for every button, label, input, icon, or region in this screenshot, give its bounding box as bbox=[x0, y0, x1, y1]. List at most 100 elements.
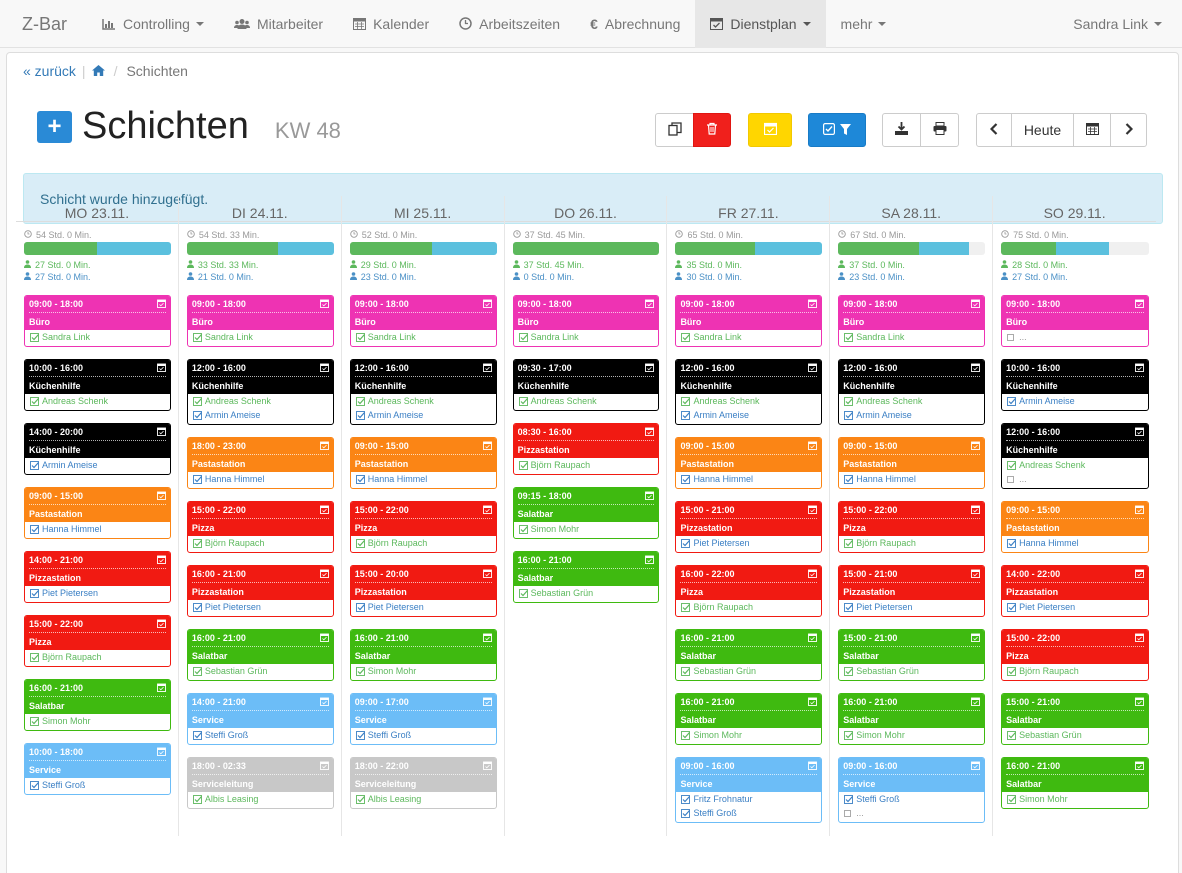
calendar-check-icon[interactable] bbox=[156, 683, 166, 694]
shift-card[interactable]: 15:00 - 22:00 Pizza Björn Raupach bbox=[838, 501, 986, 553]
day-header[interactable]: DI 24.11. bbox=[178, 196, 341, 222]
calendar-check-icon[interactable] bbox=[971, 697, 981, 708]
shift-employee[interactable]: Andreas Schenk bbox=[514, 394, 659, 410]
calendar-check-icon[interactable] bbox=[482, 697, 492, 708]
calendar-check-icon[interactable] bbox=[156, 619, 166, 630]
calendar-check-icon[interactable] bbox=[645, 363, 655, 374]
shift-card[interactable]: 09:00 - 15:00 Pastastation Hanna Himmel bbox=[1001, 501, 1150, 553]
shift-employee[interactable]: Hanna Himmel bbox=[188, 472, 333, 488]
calendar-check-icon[interactable] bbox=[482, 569, 492, 580]
calendar-check-icon[interactable] bbox=[1135, 505, 1144, 516]
nav-mitarbeiter[interactable]: Mitarbeiter bbox=[219, 0, 338, 48]
shift-card[interactable]: 09:00 - 17:00 Service Steffi Groß bbox=[349, 693, 497, 745]
calendar-check-icon[interactable] bbox=[319, 569, 329, 580]
shift-card[interactable]: 12:00 - 16:00 Küchenhilfe Andreas Schenk Ar… bbox=[349, 359, 497, 425]
shift-card[interactable]: 15:00 - 22:00 Pizza Björn Raupach bbox=[24, 615, 171, 667]
shift-card[interactable]: 15:00 - 20:00 Pizzastation Piet Pietersen bbox=[349, 565, 497, 617]
shift-employee[interactable]: Björn Raupach bbox=[676, 600, 821, 616]
shift-employee[interactable]: Simon Mohr bbox=[351, 664, 496, 680]
calendar-check-icon[interactable] bbox=[971, 299, 981, 310]
shift-card[interactable]: 09:00 - 15:00 Pastastation Hanna Himmel bbox=[675, 437, 823, 489]
calendar-check-icon[interactable] bbox=[971, 505, 981, 516]
calendar-check-icon[interactable] bbox=[482, 505, 492, 516]
calendar-check-icon[interactable] bbox=[319, 697, 329, 708]
shift-employee[interactable]: Andreas Schenk bbox=[676, 394, 821, 408]
shift-employee[interactable]: Björn Raupach bbox=[25, 650, 170, 666]
shift-employee[interactable]: Sandra Link bbox=[514, 330, 659, 346]
add-shift-button[interactable]: + bbox=[37, 110, 72, 143]
calendar-check-icon[interactable] bbox=[156, 555, 166, 566]
shift-card[interactable]: 09:00 - 18:00 Büro Sandra Link bbox=[838, 295, 986, 347]
shift-employee[interactable]: Albis Leasing bbox=[351, 792, 496, 808]
calendar-check-icon[interactable] bbox=[319, 299, 329, 310]
shift-employee[interactable]: Sebastian Grün bbox=[676, 664, 821, 680]
calendar-check-icon[interactable] bbox=[482, 761, 492, 772]
shift-card[interactable]: 08:30 - 16:00 Pizzastation Björn Raupach bbox=[512, 423, 660, 475]
calendar-check-icon[interactable] bbox=[319, 505, 329, 516]
shift-card[interactable]: 09:00 - 15:00 Pastastation Hanna Himmel bbox=[24, 487, 171, 539]
shift-card[interactable]: 16:00 - 21:00 Salatbar Simon Mohr bbox=[1001, 757, 1150, 809]
shift-employee[interactable]: Andreas Schenk bbox=[25, 394, 170, 410]
shift-employee[interactable]: Sebastian Grün bbox=[839, 664, 984, 680]
today-button[interactable]: Heute bbox=[1011, 113, 1074, 147]
calendar-check-icon[interactable] bbox=[808, 633, 818, 644]
shift-card[interactable]: 14:00 - 21:00 Pizzastation Piet Pietersen bbox=[24, 551, 171, 603]
shift-employee[interactable]: Sandra Link bbox=[839, 330, 984, 346]
shift-employee[interactable]: Hanna Himmel bbox=[1002, 536, 1148, 552]
shift-card[interactable]: 09:00 - 18:00 Büro Sandra Link bbox=[24, 295, 171, 347]
shift-employee[interactable]: Simon Mohr bbox=[1002, 792, 1148, 808]
shift-employee[interactable]: Andreas Schenk bbox=[839, 394, 984, 408]
calendar-check-icon[interactable] bbox=[971, 761, 981, 772]
calendar-check-icon[interactable] bbox=[808, 761, 818, 772]
shift-card[interactable]: 14:00 - 21:00 Service Steffi Groß bbox=[186, 693, 334, 745]
shift-employee[interactable]: Steffi Groß bbox=[25, 778, 170, 794]
calendar-check-icon[interactable] bbox=[319, 761, 329, 772]
shift-employee[interactable]: Piet Pietersen bbox=[25, 586, 170, 602]
shift-card[interactable]: 14:00 - 20:00 Küchenhilfe Armin Ameise bbox=[24, 423, 171, 475]
calendar-check-icon[interactable] bbox=[645, 427, 655, 438]
calendar-check-icon[interactable] bbox=[319, 363, 329, 374]
nav-arbeitszeiten[interactable]: Arbeitszeiten bbox=[444, 0, 575, 48]
shift-employee[interactable]: Sandra Link bbox=[25, 330, 170, 346]
shift-employee[interactable]: Sandra Link bbox=[676, 330, 821, 346]
brand-logo[interactable]: Z-Bar bbox=[22, 13, 67, 34]
shift-card[interactable]: 09:15 - 18:00 Salatbar Simon Mohr bbox=[512, 487, 660, 539]
calendar-check-icon[interactable] bbox=[1135, 569, 1144, 580]
shift-card[interactable]: 15:00 - 22:00 Pizza Björn Raupach bbox=[349, 501, 497, 553]
day-header[interactable]: FR 27.11. bbox=[667, 196, 830, 222]
shift-employee[interactable]: Steffi Groß bbox=[351, 728, 496, 744]
shift-card[interactable]: 15:00 - 21:00 Salatbar Sebastian Grün bbox=[838, 629, 986, 681]
shift-employee[interactable]: Björn Raupach bbox=[1002, 664, 1148, 680]
shift-employee[interactable]: Fritz Frohnatur bbox=[676, 792, 821, 806]
shift-employee[interactable]: Björn Raupach bbox=[351, 536, 496, 552]
shift-employee[interactable]: Piet Pietersen bbox=[188, 600, 333, 616]
shift-employee[interactable]: Simon Mohr bbox=[839, 728, 984, 744]
shift-card[interactable]: 15:00 - 21:00 Pizzastation Piet Pietersen bbox=[838, 565, 986, 617]
shift-card[interactable]: 12:00 - 16:00 Küchenhilfe Andreas Schenk Ar… bbox=[838, 359, 986, 425]
shift-employee[interactable]: Sebastian Grün bbox=[188, 664, 333, 680]
calendar-check-icon[interactable] bbox=[808, 569, 818, 580]
calendar-check-icon[interactable] bbox=[645, 299, 655, 310]
shift-employee[interactable]: Armin Ameise bbox=[25, 458, 170, 474]
shift-card[interactable]: 09:00 - 15:00 Pastastation Hanna Himmel bbox=[838, 437, 986, 489]
shift-open-slot[interactable]: ... bbox=[1002, 472, 1148, 488]
print-button[interactable] bbox=[920, 113, 959, 147]
shift-employee[interactable]: Steffi Groß bbox=[676, 806, 821, 822]
shift-card[interactable]: 15:00 - 21:00 Salatbar Sebastian Grün bbox=[1001, 693, 1150, 745]
shift-employee[interactable]: Sebastian Grün bbox=[1002, 728, 1148, 744]
shift-card[interactable]: 15:00 - 22:00 Pizza Björn Raupach bbox=[186, 501, 334, 553]
download-button[interactable] bbox=[882, 113, 921, 147]
user-menu[interactable]: Sandra Link bbox=[1058, 0, 1182, 48]
shift-card[interactable]: 09:00 - 18:00 Büro Sandra Link bbox=[186, 295, 334, 347]
nav-abrechnung[interactable]: € Abrechnung bbox=[575, 0, 695, 48]
shift-employee[interactable]: Albis Leasing bbox=[188, 792, 333, 808]
shift-card[interactable]: 09:00 - 18:00 Büro Sandra Link bbox=[349, 295, 497, 347]
shift-card[interactable]: 16:00 - 21:00 Salatbar Sebastian Grün bbox=[512, 551, 660, 603]
shift-card[interactable]: 12:00 - 16:00 Küchenhilfe Andreas Schenk Ar… bbox=[186, 359, 334, 425]
shift-card[interactable]: 18:00 - 22:00 Serviceleitung Albis Leasing bbox=[349, 757, 497, 809]
shift-employee[interactable]: Andreas Schenk bbox=[1002, 458, 1148, 472]
next-week-button[interactable] bbox=[1110, 113, 1147, 147]
shift-employee[interactable]: Hanna Himmel bbox=[351, 472, 496, 488]
shift-employee[interactable]: Sebastian Grün bbox=[514, 586, 659, 602]
shift-card[interactable]: 16:00 - 21:00 Salatbar Sebastian Grün bbox=[675, 629, 823, 681]
